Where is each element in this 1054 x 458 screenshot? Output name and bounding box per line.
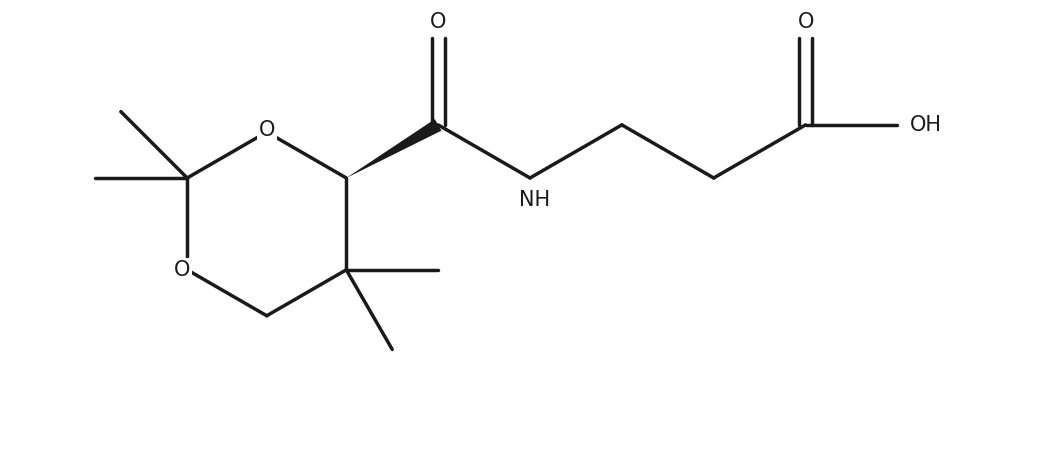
Polygon shape [347, 119, 442, 178]
Text: NH: NH [519, 191, 549, 210]
Text: O: O [430, 12, 446, 32]
Text: O: O [258, 120, 275, 140]
Text: O: O [174, 260, 191, 280]
Text: O: O [798, 12, 814, 32]
Text: OH: OH [910, 115, 942, 135]
